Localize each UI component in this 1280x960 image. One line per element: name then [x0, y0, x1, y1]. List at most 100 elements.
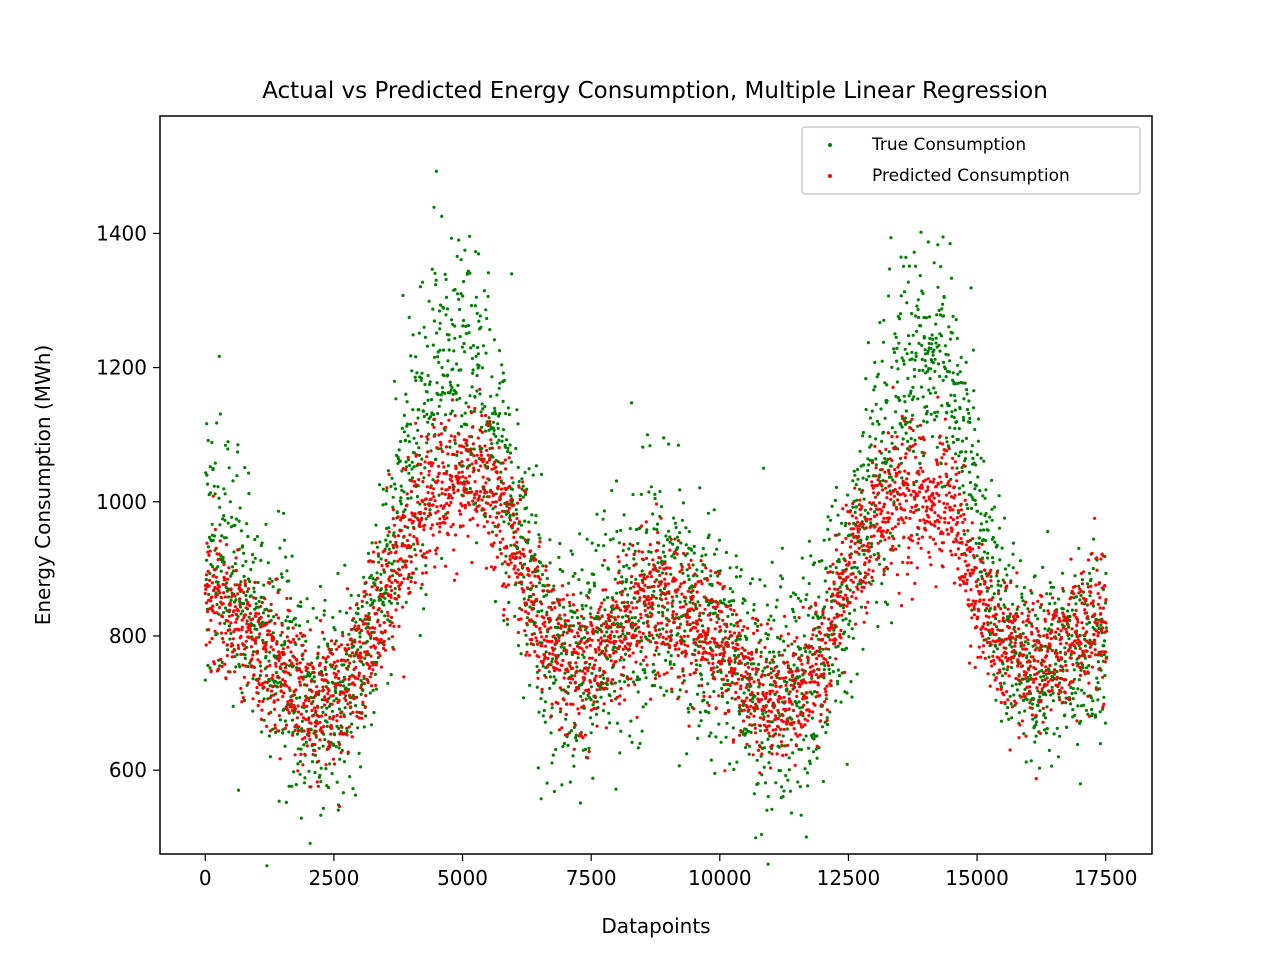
data-point	[218, 621, 222, 626]
data-point	[710, 584, 714, 588]
data-point	[1026, 642, 1030, 646]
data-point	[855, 566, 859, 570]
data-point	[985, 589, 989, 593]
data-point	[914, 351, 918, 355]
data-point	[443, 272, 447, 276]
data-point	[297, 637, 301, 641]
data-point	[1022, 732, 1026, 736]
data-point	[544, 568, 548, 572]
data-point	[1078, 782, 1082, 786]
plot-area	[159, 115, 1153, 868]
data-point	[423, 382, 427, 387]
data-point	[475, 489, 479, 493]
data-point	[1004, 589, 1008, 593]
data-point	[374, 683, 378, 688]
data-point	[792, 663, 796, 667]
data-point	[225, 543, 229, 547]
data-point	[282, 511, 286, 515]
data-point	[456, 489, 460, 493]
data-point	[1043, 627, 1047, 631]
data-point	[340, 725, 344, 729]
data-point	[387, 561, 391, 565]
data-point	[501, 461, 505, 465]
data-point	[477, 494, 481, 498]
data-point	[528, 653, 532, 657]
data-point	[549, 715, 553, 719]
data-point	[608, 694, 612, 698]
data-point	[543, 720, 547, 724]
data-point	[1066, 609, 1070, 613]
data-point	[403, 438, 408, 442]
data-point	[759, 638, 763, 642]
data-point	[279, 572, 283, 576]
data-point	[317, 689, 321, 693]
data-point	[349, 627, 354, 632]
data-point	[415, 539, 419, 543]
data-point	[394, 550, 398, 554]
data-point	[409, 489, 414, 494]
data-point	[464, 476, 468, 480]
data-point	[940, 307, 944, 311]
data-point	[354, 620, 358, 624]
data-point	[486, 423, 490, 428]
data-point	[961, 415, 966, 420]
data-point	[585, 625, 589, 629]
data-point	[717, 538, 722, 542]
data-point	[392, 624, 396, 628]
data-point	[905, 352, 909, 356]
data-point	[692, 544, 696, 549]
data-point	[299, 631, 303, 635]
data-point	[236, 450, 240, 454]
data-point	[240, 691, 244, 695]
data-point	[914, 314, 918, 318]
data-point	[432, 413, 436, 417]
data-point	[342, 663, 346, 667]
data-point	[442, 504, 446, 508]
data-point	[525, 616, 530, 620]
data-point	[735, 565, 739, 569]
data-point	[1039, 675, 1043, 679]
data-point	[948, 426, 952, 430]
data-point	[271, 685, 275, 689]
data-point	[514, 555, 519, 559]
data-point	[547, 652, 552, 656]
data-point	[477, 364, 481, 368]
data-point	[221, 602, 225, 606]
data-point	[780, 577, 785, 581]
data-point	[919, 385, 924, 389]
data-point	[344, 698, 348, 703]
data-point	[601, 673, 605, 677]
data-point	[900, 476, 904, 480]
data-point	[500, 434, 504, 438]
data-point	[343, 677, 347, 681]
data-point	[710, 673, 715, 677]
data-point	[493, 599, 498, 604]
data-point	[353, 640, 357, 644]
data-point	[423, 466, 427, 470]
data-point	[895, 359, 899, 363]
data-point	[300, 719, 304, 723]
data-point	[459, 368, 463, 372]
data-point	[407, 572, 411, 576]
data-point	[541, 714, 545, 718]
data-point	[298, 661, 302, 665]
data-point	[399, 484, 403, 488]
data-point	[435, 331, 439, 335]
data-point	[571, 677, 575, 681]
data-point	[290, 718, 295, 722]
data-point	[475, 509, 479, 513]
data-point	[603, 646, 608, 650]
data-point	[733, 660, 737, 664]
data-point	[465, 423, 469, 427]
data-point	[721, 637, 725, 642]
data-point	[717, 617, 721, 621]
data-point	[892, 500, 896, 504]
data-point	[538, 626, 542, 631]
data-point	[948, 242, 952, 246]
data-point	[459, 258, 463, 262]
data-point	[479, 450, 483, 454]
data-point	[477, 252, 481, 256]
data-point	[354, 665, 358, 670]
data-point	[1010, 645, 1014, 649]
data-point	[578, 532, 582, 536]
